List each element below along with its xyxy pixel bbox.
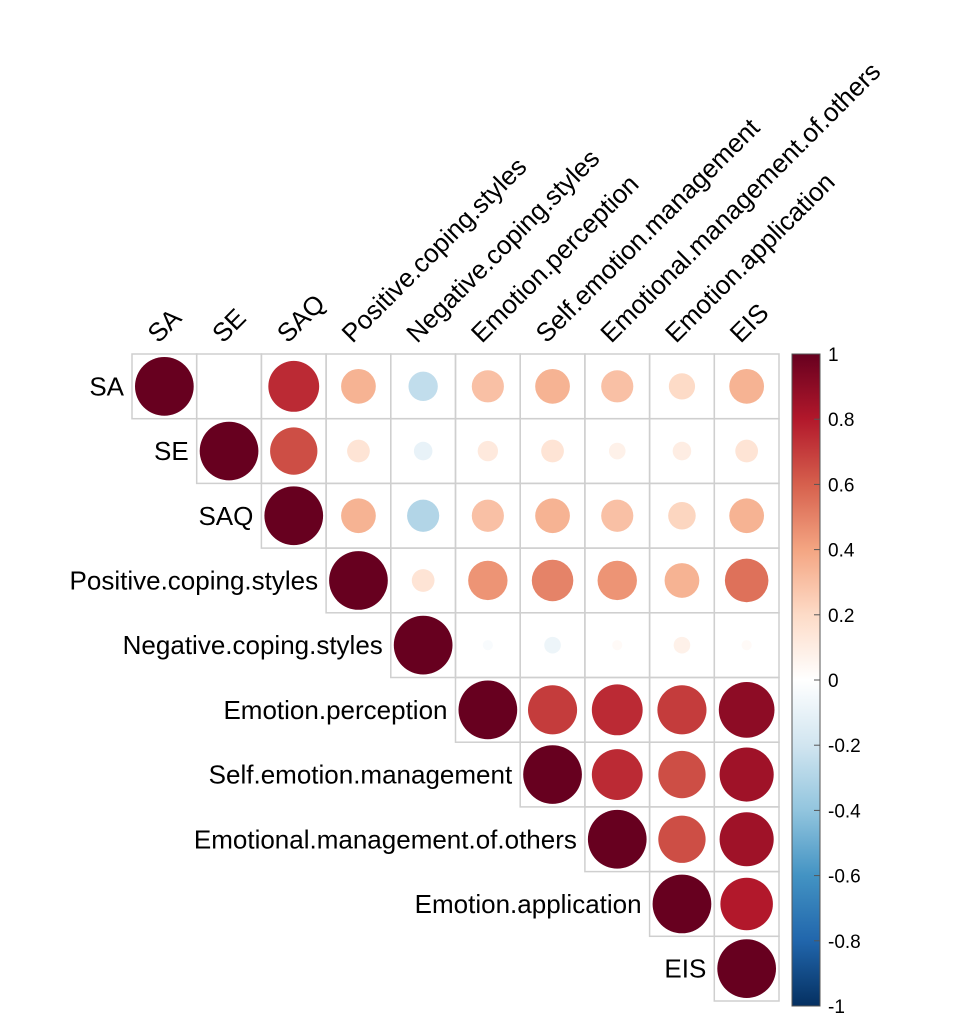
corr-circle-saq-emotion-perception [471,499,504,532]
corr-circle-negative-coping-styles-emotion-application [673,636,691,654]
corr-circle-positive-coping-styles-emotion-application [664,563,700,598]
col-label-emotional-management-of-others: Emotional.management.of.others [594,56,886,348]
col-label-saq: SAQ [271,288,331,348]
corr-circle-negative-coping-styles-negative-coping-styles [393,615,453,675]
corr-circle-positive-coping-styles-emotion-perception [468,560,508,601]
corr-circle-se-emotional-management-of-others [608,442,626,460]
col-label-sa: SA [141,302,187,348]
corr-circle-saq-positive-coping-styles [341,498,376,534]
row-label-saq: SAQ [198,501,253,531]
correlation-circles [135,357,777,999]
corr-circle-negative-coping-styles-self-emotion-management [544,636,561,654]
corr-circle-negative-coping-styles-emotion-perception [482,640,493,651]
corr-circle-sa-emotion-application [668,373,696,400]
corr-circle-saq-emotion-application [668,501,696,530]
corr-circle-negative-coping-styles-eis [741,640,752,651]
corr-circle-self-emotion-management-emotion-application [658,750,706,799]
colorbar-tick-label: -0.8 [828,932,861,953]
corr-circle-se-positive-coping-styles [347,439,370,463]
corr-circle-se-emotion-application [672,441,692,461]
corr-circle-emotion-perception-self-emotion-management [527,685,578,735]
corr-circle-saq-self-emotion-management [535,498,570,534]
corr-circle-se-emotion-perception [477,440,499,462]
colorbar-tick-label: -0.6 [828,867,861,888]
corr-circle-saq-emotional-management-of-others [601,499,634,532]
colorbar-tick-label: -0.2 [828,736,861,757]
row-label-emotion-application: Emotion.application [415,889,642,919]
corr-circle-positive-coping-styles-positive-coping-styles [329,551,388,610]
row-label-self-emotion-management: Self.emotion.management [209,760,513,790]
corr-circle-sa-emotion-perception [471,370,504,403]
corr-circle-emotional-management-of-others-emotion-application [658,815,706,863]
row-label-sa: SA [89,371,124,401]
corr-circle-sa-sa [135,357,194,416]
corr-circle-emotion-perception-eis [718,682,775,738]
corr-circle-sa-negative-coping-styles [408,371,438,402]
row-label-emotional-management-of-others: Emotional.management.of.others [194,824,577,854]
matrix-grid [131,353,780,1002]
corr-circle-positive-coping-styles-eis [724,558,769,603]
corr-circle-sa-saq [268,360,320,412]
colorbar-tick-label: -0.4 [828,801,861,822]
row-label-positive-coping-styles: Positive.coping.styles [70,565,319,595]
corr-circle-positive-coping-styles-self-emotion-management [531,559,574,602]
grid-cell [195,353,263,420]
row-label-eis: EIS [664,954,706,984]
corr-circle-self-emotion-management-self-emotion-management [523,745,582,804]
corr-circle-sa-eis [729,368,765,404]
row-label-se: SE [154,436,189,466]
colorbar-tick-label: 0 [828,671,839,692]
corr-circle-se-se [199,421,259,481]
corr-circle-self-emotion-management-eis [719,747,774,802]
corr-circle-negative-coping-styles-emotional-management-of-others [612,640,623,651]
corr-circle-emotion-perception-emotion-application [657,685,707,735]
colorbar: 1 0.8 0.6 0.4 0.2 0 -0.2 -0.4 -0.6 -0.8 -1 [791,345,861,1018]
corr-circle-emotion-application-emotion-application [652,874,712,934]
colorbar-tick-label: 0.8 [828,410,854,431]
corr-circle-saq-saq [264,486,324,546]
corr-circle-emotional-management-of-others-eis [719,812,774,867]
corr-circle-sa-emotional-management-of-others [601,370,634,403]
corr-circle-sa-self-emotion-management [535,368,570,404]
corr-circle-positive-coping-styles-emotional-management-of-others [597,560,637,601]
col-label-se: SE [206,303,252,349]
grid-cell [713,935,780,1002]
corr-circle-se-self-emotion-management [541,439,564,463]
colorbar-tick-label: 1 [828,345,839,366]
colorbar-tick-label: 0.4 [828,541,855,562]
corr-circle-se-negative-coping-styles [413,441,433,461]
corr-circle-saq-negative-coping-styles [407,499,440,532]
corr-circle-emotion-perception-emotional-management-of-others [591,684,643,736]
row-label-negative-coping-styles: Negative.coping.styles [123,630,383,660]
corr-circle-sa-positive-coping-styles [341,368,376,404]
corr-circle-emotional-management-of-others-emotional-management-of-others [587,809,647,869]
corr-circle-saq-eis [729,498,765,534]
corr-circle-se-saq [270,427,318,475]
column-labels: SA SE SAQ Positive.coping.stylesNegative.co… [141,56,886,348]
corr-circle-eis-eis [717,939,777,999]
corr-circle-emotion-perception-emotion-perception [458,680,518,740]
corr-circle-self-emotion-management-emotional-management-of-others [591,749,643,800]
row-label-emotion-perception: Emotion.perception [223,695,447,725]
row-labels: SA SE SAQ Positive.coping.styles Negative.co… [70,371,707,983]
col-label-eis: EIS [724,297,775,348]
corr-circle-se-eis [735,439,759,463]
corr-circle-positive-coping-styles-negative-coping-styles [411,569,435,592]
colorbar-tick-label: -1 [828,997,845,1018]
corr-circle-emotion-application-eis [720,877,773,931]
colorbar-tick-label: 0.2 [828,606,854,627]
colorbar-tick-label: 0.6 [828,475,854,496]
